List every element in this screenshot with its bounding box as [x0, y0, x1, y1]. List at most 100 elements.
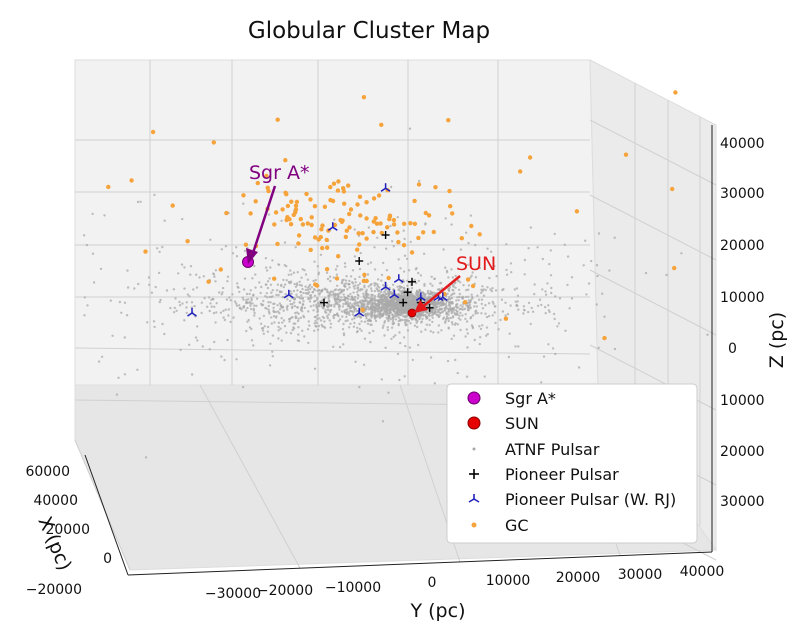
gc-point [253, 199, 258, 204]
atnf-pulsar-point [144, 456, 148, 459]
atnf-pulsar-point [118, 300, 122, 304]
gc-point [412, 198, 417, 204]
atnf-pulsar-point [456, 310, 459, 313]
atnf-pulsar-point [99, 267, 103, 271]
atnf-pulsar-point [244, 309, 248, 312]
atnf-pulsar-point [390, 337, 393, 341]
sun-annotation-label: SUN [456, 253, 496, 275]
atnf-pulsar-point [451, 302, 454, 305]
atnf-pulsar-point [226, 280, 229, 283]
gc-point [387, 216, 392, 222]
atnf-pulsar-point [491, 287, 494, 290]
atnf-pulsar-point [281, 306, 285, 309]
z-tick-label: 40000 [720, 136, 765, 152]
atnf-pulsar-point [550, 291, 553, 295]
atnf-pulsar-point [365, 296, 368, 299]
back-pane-left [74, 59, 599, 386]
atnf-pulsar-point [277, 329, 280, 332]
atnf-pulsar-point [353, 321, 356, 325]
atnf-pulsar-point [200, 301, 203, 304]
atnf-pulsar-point [441, 301, 444, 304]
gc-point [670, 186, 675, 192]
atnf-pulsar-point [373, 289, 377, 293]
atnf-pulsar-point [285, 279, 288, 282]
atnf-pulsar-point [388, 303, 391, 306]
atnf-pulsar-point [390, 301, 393, 304]
sun-point [407, 308, 417, 318]
atnf-pulsar-point [466, 332, 469, 335]
atnf-pulsar-point [157, 271, 161, 275]
atnf-pulsar-point [292, 271, 296, 274]
pioneer-rj-point [354, 308, 365, 317]
atnf-pulsar-point [294, 285, 298, 288]
atnf-pulsar-point [356, 304, 360, 307]
atnf-pulsar-point [431, 284, 434, 287]
y-tick-label: 40000 [680, 564, 725, 580]
atnf-pulsar-point [480, 291, 483, 295]
atnf-pulsar-point [309, 294, 312, 297]
gc-point [341, 189, 347, 194]
atnf-pulsar-point [398, 313, 401, 317]
gc-point [211, 140, 216, 145]
atnf-pulsar-point [542, 355, 546, 358]
atnf-pulsar-point [368, 297, 371, 300]
atnf-pulsar-point [381, 301, 384, 304]
atnf-pulsar-point [393, 302, 396, 306]
atnf-pulsar-point [378, 298, 381, 301]
gc-point [289, 199, 294, 204]
atnf-pulsar-point [570, 276, 574, 279]
atnf-pulsar-point [384, 297, 388, 300]
atnf-pulsar-point [173, 306, 176, 310]
atnf-pulsar-point [400, 294, 403, 297]
atnf-pulsar-point [332, 276, 336, 279]
atnf-pulsar-point [665, 273, 668, 277]
z-tick-label: 20000 [720, 444, 765, 460]
atnf-pulsar-point [288, 320, 291, 323]
atnf-pulsar-point [307, 341, 310, 345]
gc-point [275, 241, 280, 247]
atnf-pulsar-point [553, 232, 556, 236]
atnf-pulsar-point [470, 324, 474, 327]
atnf-pulsar-point [325, 271, 329, 274]
atnf-pulsar-point [320, 290, 323, 293]
atnf-pulsar-point [313, 260, 316, 263]
atnf-pulsar-point [238, 304, 241, 307]
atnf-pulsar-point [358, 327, 362, 331]
atnf-pulsar-point [582, 264, 585, 267]
atnf-pulsar-point [235, 358, 238, 361]
atnf-pulsar-point [180, 263, 184, 266]
gc-point [346, 183, 351, 188]
atnf-pulsar-point [347, 311, 351, 315]
atnf-pulsar-point [365, 299, 368, 302]
gc-point [296, 233, 302, 238]
atnf-pulsar-point [229, 299, 232, 302]
atnf-pulsar-point [215, 302, 218, 305]
atnf-pulsar-point [466, 263, 470, 266]
gc-point [387, 213, 393, 218]
atnf-pulsar-point [196, 339, 199, 342]
atnf-pulsar-point [313, 367, 317, 370]
atnf-pulsar-point [538, 298, 542, 301]
atnf-pulsar-point [364, 309, 367, 312]
atnf-pulsar-point [464, 295, 468, 299]
atnf-pulsar-point [253, 311, 256, 315]
atnf-pulsar-point [265, 283, 268, 286]
atnf-pulsar-point [587, 282, 591, 285]
atnf-pulsar-point [491, 300, 494, 304]
atnf-pulsar-point [224, 245, 228, 248]
atnf-pulsar-point [366, 322, 370, 325]
atnf-pulsar-point [270, 316, 273, 319]
atnf-pulsar-point [480, 298, 484, 301]
atnf-pulsar-point [489, 250, 493, 253]
atnf-pulsar-point [316, 317, 319, 321]
gc-point [298, 216, 303, 222]
atnf-pulsar-point [282, 309, 285, 312]
atnf-pulsar-point [220, 293, 223, 296]
atnf-pulsar-point [253, 314, 256, 317]
atnf-pulsar-point [449, 316, 452, 320]
atnf-pulsar-point [338, 345, 342, 349]
atnf-pulsar-point [250, 339, 254, 342]
atnf-pulsar-point [514, 345, 517, 348]
atnf-pulsar-point [433, 311, 437, 314]
gc-point [331, 181, 337, 186]
